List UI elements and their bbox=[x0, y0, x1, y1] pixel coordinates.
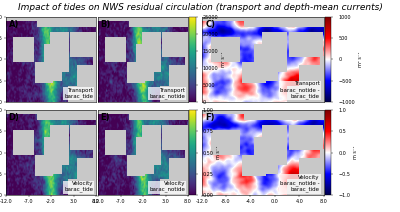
Y-axis label: m² s⁻¹: m² s⁻¹ bbox=[221, 52, 226, 67]
Y-axis label: m² s⁻¹: m² s⁻¹ bbox=[358, 52, 362, 67]
Text: Impact of tides on NWS residual circulation (transport and depth-mean currents): Impact of tides on NWS residual circulat… bbox=[18, 3, 382, 12]
Text: F): F) bbox=[205, 113, 215, 122]
Text: Velocity
barac_notide: Velocity barac_notide bbox=[150, 181, 185, 192]
Y-axis label: m s⁻¹: m s⁻¹ bbox=[216, 146, 221, 159]
Text: Velocity
barac_notide -
barac_tide: Velocity barac_notide - barac_tide bbox=[280, 174, 320, 192]
Text: E): E) bbox=[101, 113, 110, 122]
Text: Transport
barac_notide: Transport barac_notide bbox=[150, 88, 185, 99]
Text: Transport
barac_tide: Transport barac_tide bbox=[64, 88, 93, 99]
Y-axis label: m s⁻¹: m s⁻¹ bbox=[353, 146, 358, 159]
Text: Transport
barac_notide -
barac_tide: Transport barac_notide - barac_tide bbox=[280, 81, 320, 99]
Text: Velocity
barac_tide: Velocity barac_tide bbox=[64, 181, 93, 192]
Text: C): C) bbox=[205, 20, 215, 28]
Text: B): B) bbox=[101, 20, 111, 28]
Text: D): D) bbox=[9, 113, 20, 122]
Text: A): A) bbox=[9, 20, 19, 28]
